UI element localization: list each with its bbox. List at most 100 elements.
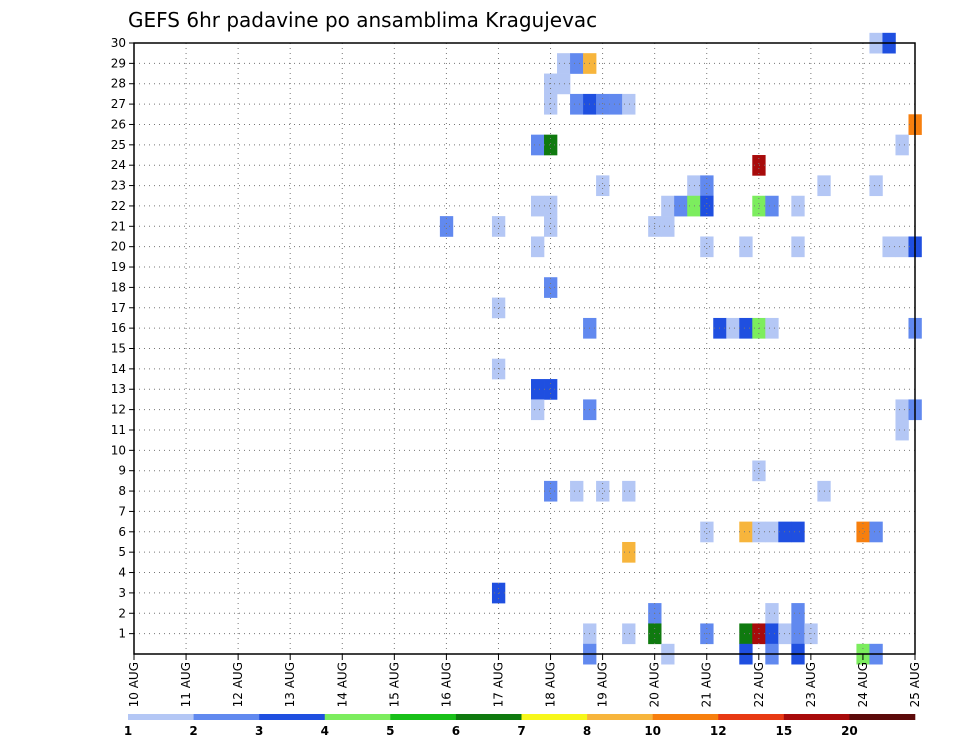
heatmap-cell [622, 93, 636, 115]
heatmap-cell [687, 175, 701, 197]
y-tick-label: 24 [111, 158, 126, 172]
colorbar-label: 5 [386, 724, 394, 738]
heatmap-cell [622, 480, 636, 502]
colorbar-swatch [390, 714, 457, 720]
y-tick-label: 27 [111, 97, 126, 111]
heatmap-cell [856, 521, 870, 543]
y-tick-label: 29 [111, 56, 126, 70]
heatmap-cell [791, 195, 805, 217]
heatmap-cell [491, 216, 506, 237]
y-tick-label: 23 [111, 179, 126, 193]
colorbar-label: 1 [124, 724, 132, 738]
x-tick-label: 21 AUG [700, 662, 714, 707]
y-tick-label: 25 [111, 138, 126, 152]
heatmap-cell [765, 623, 779, 645]
heatmap-cell [700, 521, 714, 543]
heatmap-cell [596, 480, 610, 502]
x-tick-label: 14 AUG [335, 662, 349, 707]
heatmap-cell [531, 195, 545, 217]
y-tick-label: 4 [118, 566, 126, 580]
heatmap-cell [661, 216, 675, 237]
colorbar-label: 10 [644, 724, 661, 738]
heatmap-cell [739, 236, 753, 258]
colorbar-swatch [521, 714, 588, 720]
colorbar-label: 7 [517, 724, 525, 738]
heatmap-cell [765, 317, 779, 339]
heatmap-cell [596, 175, 610, 197]
heatmap-cell [570, 93, 584, 115]
heatmap-cell [609, 93, 623, 115]
y-tick-label: 26 [111, 117, 126, 131]
heatmap-cell [531, 134, 545, 156]
heatmap-cell [895, 134, 909, 156]
colorbar-label: 15 [775, 724, 792, 738]
heatmap-cell [739, 623, 753, 645]
y-axis: 1234567891011121314151617181920212223242… [111, 36, 134, 641]
colorbar-swatch [128, 714, 194, 720]
colorbar-label: 3 [255, 724, 263, 738]
heatmap-cell [531, 236, 545, 258]
colorbar-legend: 1 2 3 4 5 6 7 8 10 12 15 20 [124, 714, 916, 738]
x-tick-label: 17 AUG [491, 662, 505, 707]
y-tick-label: 28 [111, 77, 126, 91]
heatmap-cell [544, 195, 558, 217]
x-tick-label: 20 AUG [648, 662, 662, 707]
heatmap-cell [570, 53, 584, 74]
heatmap-cell [791, 603, 805, 624]
heatmap-cell [439, 216, 454, 237]
y-tick-label: 3 [118, 586, 126, 600]
x-tick-label: 11 AUG [179, 662, 193, 707]
heatmap-cell [726, 317, 740, 339]
heatmap-cell [531, 379, 545, 400]
heatmap-cell [765, 603, 779, 624]
colorbar-swatch [718, 714, 785, 720]
heatmap-cell [544, 480, 558, 502]
heatmap-cell [752, 521, 766, 543]
heatmap-cell [491, 358, 506, 380]
x-tick-label: 23 AUG [804, 662, 818, 707]
heatmap-cell [765, 521, 779, 543]
colorbar-swatch [587, 714, 653, 720]
colorbar-swatch [259, 714, 326, 720]
heatmap-cell [869, 521, 883, 543]
heatmap-cell [700, 236, 714, 258]
y-tick-label: 7 [118, 504, 126, 518]
heatmap-cell [622, 541, 636, 563]
heatmap-cell [544, 93, 558, 115]
x-tick-label: 15 AUG [387, 662, 401, 707]
heatmap-cell [622, 623, 636, 645]
heatmap-cell [570, 480, 584, 502]
heatmap-cell [700, 175, 714, 197]
heatmap-cell [531, 399, 545, 421]
colorbar-swatch [783, 714, 850, 720]
y-tick-label: 19 [111, 260, 126, 274]
x-tick-label: 22 AUG [752, 662, 766, 707]
colorbar-swatch [455, 714, 522, 720]
x-tick-label: 13 AUG [283, 662, 297, 707]
heatmap-cell [544, 134, 558, 156]
heatmap-cell [895, 236, 909, 258]
colorbar-label: 2 [189, 724, 197, 738]
y-tick-label: 17 [111, 301, 126, 315]
x-tick-label: 10 AUG [127, 662, 141, 707]
y-tick-label: 6 [118, 525, 126, 539]
x-tick-label: 16 AUG [439, 662, 453, 707]
grid-lines [134, 43, 915, 654]
heatmap-cell [752, 195, 766, 217]
y-tick-label: 16 [111, 321, 126, 335]
y-tick-label: 10 [111, 443, 126, 457]
colorbar-label: 6 [452, 724, 460, 738]
y-tick-label: 1 [118, 627, 126, 641]
heatmap-cell [700, 195, 714, 217]
heatmap-cell [739, 521, 753, 543]
y-tick-label: 21 [111, 219, 126, 233]
y-tick-label: 30 [111, 36, 126, 50]
heatmap-cell [674, 195, 688, 217]
heatmap-cell [765, 195, 779, 217]
heatmap-cell [491, 297, 506, 319]
heatmap-cell [687, 195, 701, 217]
x-tick-label: 25 AUG [908, 662, 922, 707]
heatmap-cell [557, 73, 571, 95]
heatmap-cell [739, 317, 753, 339]
heatmap-cell [557, 53, 571, 74]
